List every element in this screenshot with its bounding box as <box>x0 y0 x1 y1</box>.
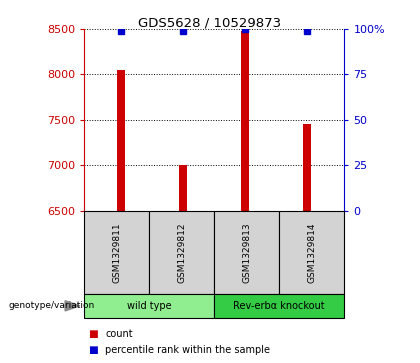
Bar <box>179 165 187 211</box>
Text: GSM1329812: GSM1329812 <box>177 222 186 282</box>
Text: wild type: wild type <box>127 301 171 311</box>
Text: genotype/variation: genotype/variation <box>8 301 95 310</box>
Text: count: count <box>105 329 133 339</box>
Text: GSM1329813: GSM1329813 <box>242 222 251 283</box>
Text: GDS5628 / 10529873: GDS5628 / 10529873 <box>139 16 281 29</box>
Text: Rev-erbα knockout: Rev-erbα knockout <box>234 301 325 311</box>
Text: ■: ■ <box>88 345 98 355</box>
Text: ■: ■ <box>88 329 98 339</box>
Text: percentile rank within the sample: percentile rank within the sample <box>105 345 270 355</box>
Bar <box>241 31 249 211</box>
Bar <box>304 124 311 211</box>
Text: GSM1329811: GSM1329811 <box>112 222 121 283</box>
Bar <box>118 70 125 211</box>
Text: GSM1329814: GSM1329814 <box>307 222 316 282</box>
